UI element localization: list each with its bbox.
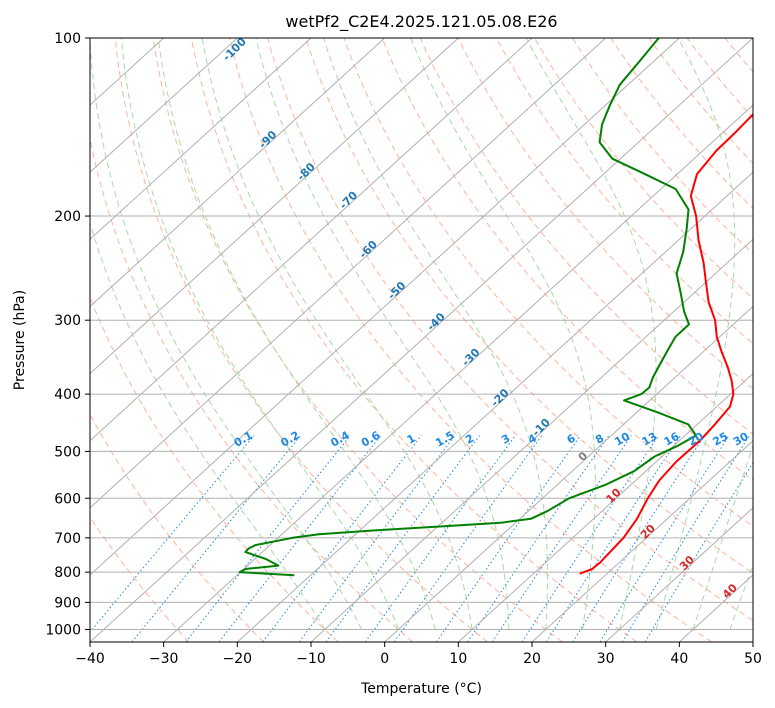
y-tick-label: 200	[54, 209, 81, 225]
mixing-ratio-line	[599, 435, 730, 642]
x-tick-label: 20	[523, 651, 541, 667]
mixing-ratio-line	[545, 435, 682, 642]
isotherm	[90, 38, 386, 308]
x-axis-label: Temperature (°C)	[360, 681, 482, 697]
mixing-ratio-line	[621, 435, 750, 642]
mixing-ratio-line	[262, 435, 422, 642]
isotherm	[384, 305, 753, 642]
profile-line	[238, 38, 697, 577]
y-tick-label: 1000	[45, 622, 81, 638]
dry-adiabat	[495, 38, 753, 345]
x-tick-label: 10	[449, 651, 467, 667]
isotherm	[90, 38, 312, 241]
x-axis-ticks: −40 −30 −20 −10 0 10 20 30 40 50	[75, 642, 762, 667]
x-tick-label: −40	[75, 651, 105, 667]
moist-adiabat	[157, 38, 436, 630]
isotherm	[90, 38, 753, 642]
dry-adiabat	[90, 295, 339, 642]
mixing-ratio-line	[435, 435, 582, 642]
dry-adiabat	[648, 38, 753, 165]
moist-adiabat	[201, 38, 473, 630]
x-tick-label: −20	[223, 651, 253, 667]
isotherm	[90, 38, 460, 375]
dry-adiabat	[419, 38, 753, 435]
x-tick-label: −30	[149, 651, 179, 667]
y-tick-label: 100	[54, 31, 81, 47]
mixing-ratio-line	[521, 435, 660, 642]
background-lines	[90, 38, 753, 642]
y-tick-label: 600	[54, 491, 81, 507]
isotherm	[90, 38, 239, 173]
dry-adiabat	[152, 38, 563, 642]
mixing-ratio-line	[467, 435, 610, 642]
moist-adiabat	[255, 38, 510, 630]
x-tick-label: 40	[670, 651, 688, 667]
moist-adiabat	[323, 38, 548, 630]
mixing-ratio-line	[218, 435, 382, 642]
dry-adiabat	[381, 38, 753, 481]
profile-line	[579, 112, 753, 575]
dry-adiabat	[90, 516, 190, 642]
isotherm	[531, 439, 753, 642]
mixing-ratio-line	[90, 435, 255, 633]
moist-adiabat	[120, 38, 399, 630]
x-tick-label: 30	[597, 651, 615, 667]
moist-adiabat	[692, 444, 753, 630]
dry-adiabat	[305, 38, 753, 574]
y-tick-label: 300	[54, 313, 81, 329]
dry-adiabat	[610, 38, 753, 210]
y-tick-label: 700	[54, 531, 81, 547]
isotherm	[236, 171, 753, 642]
mixing-ratio-line	[572, 435, 706, 642]
dry-adiabat	[343, 38, 753, 527]
y-tick-label: 800	[54, 565, 81, 581]
x-tick-label: 50	[744, 651, 762, 667]
y-tick-label: 900	[54, 595, 81, 611]
series-group	[238, 38, 753, 577]
x-tick-label: 0	[380, 651, 389, 667]
moist-adiabat	[525, 38, 657, 630]
isotherm	[90, 38, 681, 576]
mixing-ratio-line	[644, 461, 753, 642]
dry-adiabat	[533, 38, 753, 300]
mixing-ratio-line	[131, 435, 302, 642]
y-tick-label: 500	[54, 444, 81, 460]
x-tick-label: −10	[296, 651, 326, 667]
moist-adiabat	[655, 38, 736, 630]
plot-frame	[89, 37, 754, 643]
chart-title: wetPf2_C2E4.2025.121.05.08.E26	[285, 12, 557, 32]
isotherm	[457, 372, 753, 642]
dry-adiabat	[114, 38, 488, 642]
isotherm	[310, 238, 753, 642]
moist-adiabat	[729, 563, 753, 630]
isotherm	[605, 507, 753, 642]
y-axis-label: Pressure (hPa)	[12, 290, 28, 390]
y-tick-label: 400	[54, 387, 81, 403]
mixing-ratio-line	[325, 435, 480, 642]
isotherm	[90, 38, 607, 509]
isotherm	[90, 38, 533, 442]
moist-adiabat	[410, 38, 596, 630]
isotherm	[163, 104, 753, 642]
moist-adiabat	[90, 38, 363, 630]
dry-adiabat	[90, 135, 414, 642]
y-axis-ticks: 1000 900 800 700 600 500 400 300 200 100	[45, 31, 90, 638]
